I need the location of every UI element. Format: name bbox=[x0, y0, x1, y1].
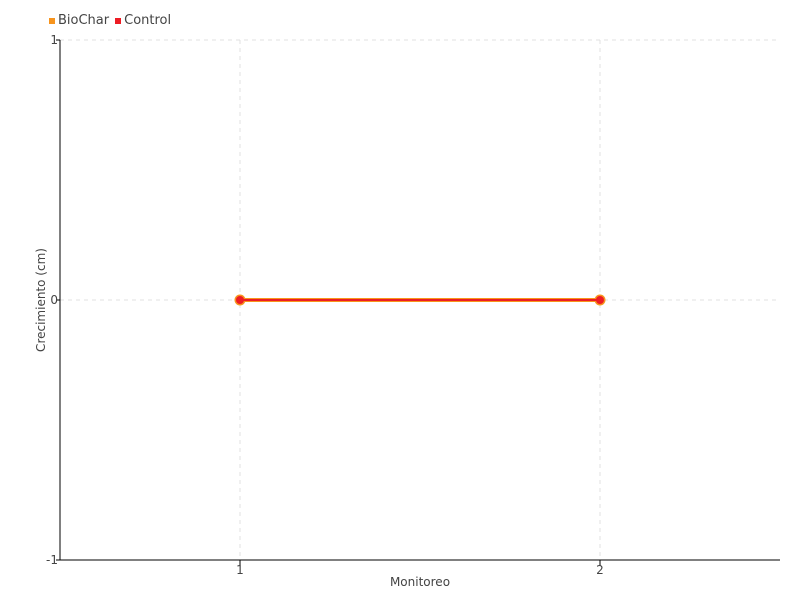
y-tick-label: 1 bbox=[50, 33, 58, 47]
legend-swatch bbox=[49, 17, 55, 24]
x-tick-label: 1 bbox=[236, 563, 244, 577]
legend-swatch bbox=[115, 17, 122, 24]
legend: BioChar Control bbox=[49, 13, 171, 28]
x-axis-label: Monitoreo bbox=[390, 575, 450, 589]
y-tick-label: -1 bbox=[46, 553, 58, 567]
x-tick-label: 2 bbox=[596, 563, 604, 577]
legend-label: BioChar bbox=[58, 13, 110, 28]
data-point-control bbox=[596, 296, 604, 304]
data-point-control bbox=[236, 296, 244, 304]
legend-item-control[interactable]: Control bbox=[115, 13, 171, 28]
y-tick-label: 0 bbox=[50, 293, 58, 307]
y-axis-label: Crecimiento (cm) bbox=[34, 248, 48, 352]
legend-item-biochar[interactable]: BioChar bbox=[49, 13, 109, 28]
legend-label: Control bbox=[124, 13, 172, 28]
